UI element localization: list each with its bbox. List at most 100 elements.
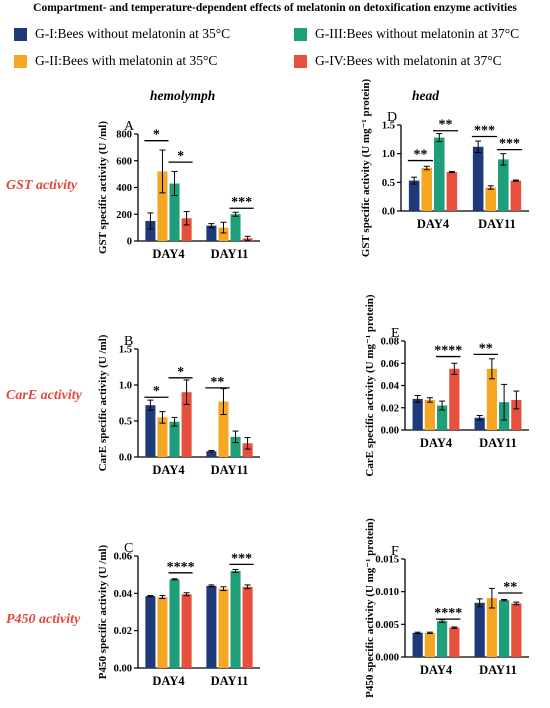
bar-day11-g3 — [230, 436, 241, 457]
y-tick-label: 0.5 — [119, 417, 132, 428]
bar-day4-g3 — [437, 621, 448, 657]
y-tick-label: 0.08 — [381, 337, 399, 348]
y-tick-label: 0.0 — [382, 207, 395, 218]
bar-day4-g4 — [449, 368, 460, 430]
y-axis-label: CarE specific activity (U mg⁻¹ protein) — [364, 294, 376, 476]
panel-e-chart: E 0.00 0.02 0.04 0.06 0.08 CarE specific activ… — [364, 294, 529, 477]
bar-day4-g2 — [157, 597, 168, 668]
y-axis-label: GST specific activity (U /ml) — [97, 121, 109, 254]
significance-label: * — [177, 365, 184, 380]
y-axis-label: CarE specific activity (U /ml) — [97, 334, 109, 471]
bar-day11-g4 — [511, 603, 522, 657]
bar-day4-g4 — [446, 172, 458, 211]
y-tick-label: 0.02 — [381, 403, 399, 414]
legend-item-g1: G-I:Bees without melatonin at 35°C — [14, 26, 230, 42]
significance-label: ** — [413, 148, 427, 163]
bar-day4-g1 — [145, 220, 156, 241]
row-label-care: CarE activity — [6, 388, 82, 403]
y-tick-label: 0 — [127, 237, 132, 248]
legend: G-I:Bees without melatonin at 35°C G-II:… — [0, 0, 550, 80]
bar-day11-g2 — [486, 368, 497, 430]
x-tick-label: DAY11 — [479, 663, 517, 677]
bar-day11-g3 — [230, 570, 241, 668]
bar-day4-g4 — [181, 218, 192, 241]
x-tick-label: DAY4 — [152, 463, 185, 477]
y-axis-label: P450 specific activity (U /ml) — [97, 544, 109, 679]
significance-label: **** — [434, 344, 462, 359]
bar-day11-g1 — [472, 146, 484, 211]
bar-day4-g1 — [412, 632, 423, 657]
bar-day4-g2 — [157, 171, 168, 241]
bar-day11-g1 — [206, 225, 217, 241]
bar-day4-g3 — [169, 183, 180, 241]
bar-day4-g3 — [437, 405, 448, 430]
y-tick-label: 0.010 — [375, 587, 399, 598]
significance-label: **** — [167, 560, 195, 575]
legend-swatch-g2 — [14, 54, 27, 68]
bar-day4-g4 — [449, 627, 460, 657]
panel-letter: C — [124, 541, 133, 556]
y-tick-label: 0.00 — [114, 664, 132, 675]
legend-label-g4: G-IV:Bees with melatonin at 37°C — [315, 53, 502, 68]
legend-swatch-g3 — [294, 27, 307, 41]
legend-item-g4: G-IV:Bees with melatonin at 37°C — [294, 53, 502, 69]
bar-day11-g4 — [242, 586, 253, 668]
y-tick-label: 0.005 — [375, 620, 399, 631]
legend-label-g3: G-III:Bees without melatonin at 37°C — [315, 26, 520, 41]
legend-label-g2: G-II:Bees with melatonin at 35°C — [35, 53, 218, 68]
significance-label: * — [153, 384, 160, 399]
significance-label: ** — [479, 341, 493, 356]
y-tick-label: 0.06 — [381, 359, 399, 370]
significance-label: ** — [503, 580, 517, 595]
significance-label: ** — [210, 375, 224, 390]
x-tick-label: DAY4 — [420, 436, 453, 450]
legend-label-g1: G-I:Bees without melatonin at 35°C — [35, 26, 231, 41]
y-tick-label: 0.04 — [381, 381, 400, 392]
y-tick-label: 400 — [116, 183, 132, 194]
significance-label: * — [153, 128, 160, 143]
panel-letter: E — [391, 326, 400, 341]
significance-label: *** — [231, 195, 252, 210]
x-tick-label: DAY11 — [478, 217, 516, 231]
bar-day11-g1 — [206, 451, 217, 457]
bar-day11-g1 — [474, 417, 485, 430]
y-axis-label: GST specific activity (U mg⁻¹ protein) — [360, 79, 372, 258]
bar-day11-g3 — [230, 214, 241, 241]
panel-letter: A — [124, 119, 135, 134]
significance-label: *** — [474, 123, 495, 138]
column-header-head: head — [412, 88, 439, 103]
panel-c-chart: C 0.00 0.02 0.04 0.06 P450 specific activity … — [97, 541, 260, 688]
y-tick-label: 1.0 — [382, 149, 395, 160]
legend-swatch-g4 — [294, 54, 307, 68]
panel-letter: F — [391, 544, 399, 559]
figure-title: Compartment- and temperature-dependent e… — [33, 2, 517, 14]
x-tick-label: DAY11 — [211, 674, 249, 688]
bar-day11-g2 — [485, 187, 496, 211]
y-tick-label: 0.06 — [114, 552, 132, 563]
legend-item-g2: G-II:Bees with melatonin at 35°C — [14, 53, 217, 69]
panel-letter: B — [124, 334, 133, 349]
y-tick-label: 0.02 — [114, 626, 132, 637]
bar-day4-g4 — [181, 594, 192, 668]
bar-day4-g2 — [157, 417, 168, 457]
column-header-hemolymph: hemolymph — [150, 88, 216, 103]
panel-a-chart: A 0 200 400 600 800 GST specific activity (U /… — [97, 119, 260, 261]
bar-day4-g1 — [408, 180, 420, 211]
bar-day11-g2 — [218, 227, 229, 241]
bar-day11-g2 — [218, 588, 229, 668]
x-tick-label: DAY11 — [479, 436, 517, 450]
y-tick-label: 0.5 — [382, 178, 395, 189]
y-tick-label: 0.04 — [114, 589, 133, 600]
legend-swatch-g1 — [14, 27, 27, 41]
bar-day4-g2 — [424, 632, 435, 657]
bar-day4-g2 — [424, 399, 435, 430]
significance-label: *** — [231, 551, 252, 566]
panel-b-chart: B 0.0 0.5 1.0 1.5 CarE specific activity (U /… — [97, 334, 260, 477]
x-tick-label: DAY11 — [211, 247, 249, 261]
bar-day4-g3 — [434, 137, 445, 211]
significance-label: **** — [434, 606, 462, 621]
x-tick-label: DAY11 — [211, 463, 249, 477]
bar-day4-g1 — [145, 405, 156, 457]
y-tick-label: 1.5 — [119, 345, 132, 356]
